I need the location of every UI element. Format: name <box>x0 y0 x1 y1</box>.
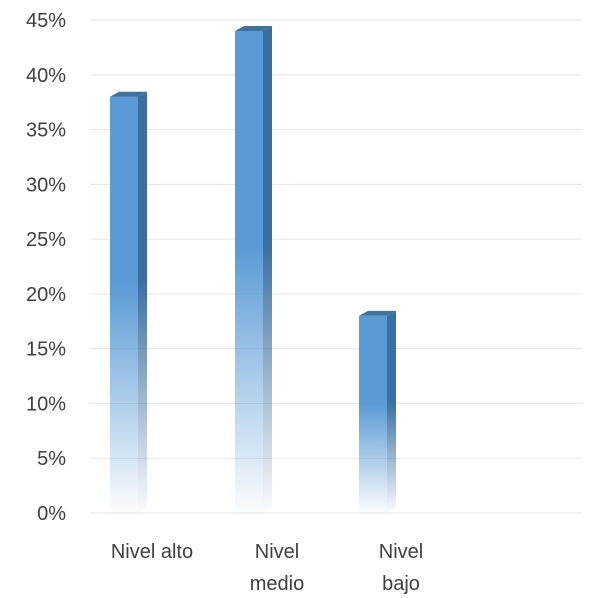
bar-top-face <box>359 310 396 316</box>
bar-front-face <box>110 96 138 513</box>
bar-top-face <box>235 26 272 31</box>
x-axis-labels: Nivel alto Nivel medio Nivel bajo <box>111 541 423 595</box>
y-axis-ticks: 0% 5% 10% 15% 20% 25% 30% 35% 40% 45% <box>26 10 66 525</box>
bar-top-face <box>110 91 147 97</box>
bar-side-face <box>387 310 396 513</box>
y-tick-label: 45% <box>26 10 66 32</box>
gridlines <box>90 19 582 514</box>
bar-front-face <box>359 315 387 513</box>
y-tick-label: 40% <box>26 65 66 87</box>
x-category-label-line: Nivel <box>255 541 299 563</box>
x-category-label-line: Nivel alto <box>111 541 193 563</box>
x-category-label-line: Nivel <box>379 541 423 563</box>
x-category-label-line: medio <box>250 573 304 595</box>
y-tick-label: 35% <box>26 120 66 142</box>
x-category-label-line: bajo <box>382 573 420 595</box>
bar-nivel-bajo <box>359 310 396 513</box>
bars <box>110 26 396 514</box>
bar-nivel-medio <box>235 26 272 514</box>
bar-front-face <box>235 30 263 513</box>
x-category-label: Nivel medio <box>250 541 304 595</box>
y-tick-label: 30% <box>26 174 66 196</box>
x-category-label: Nivel alto <box>111 541 193 563</box>
y-tick-label: 0% <box>37 503 66 525</box>
y-tick-label: 20% <box>26 284 66 306</box>
bar-nivel-alto <box>110 91 147 513</box>
bar-side-face <box>263 26 272 514</box>
x-category-label: Nivel bajo <box>379 541 423 595</box>
y-tick-label: 15% <box>26 339 66 361</box>
bar-side-face <box>138 91 147 513</box>
y-tick-label: 10% <box>26 393 66 415</box>
y-tick-label: 25% <box>26 229 66 251</box>
y-tick-label: 5% <box>37 448 66 470</box>
